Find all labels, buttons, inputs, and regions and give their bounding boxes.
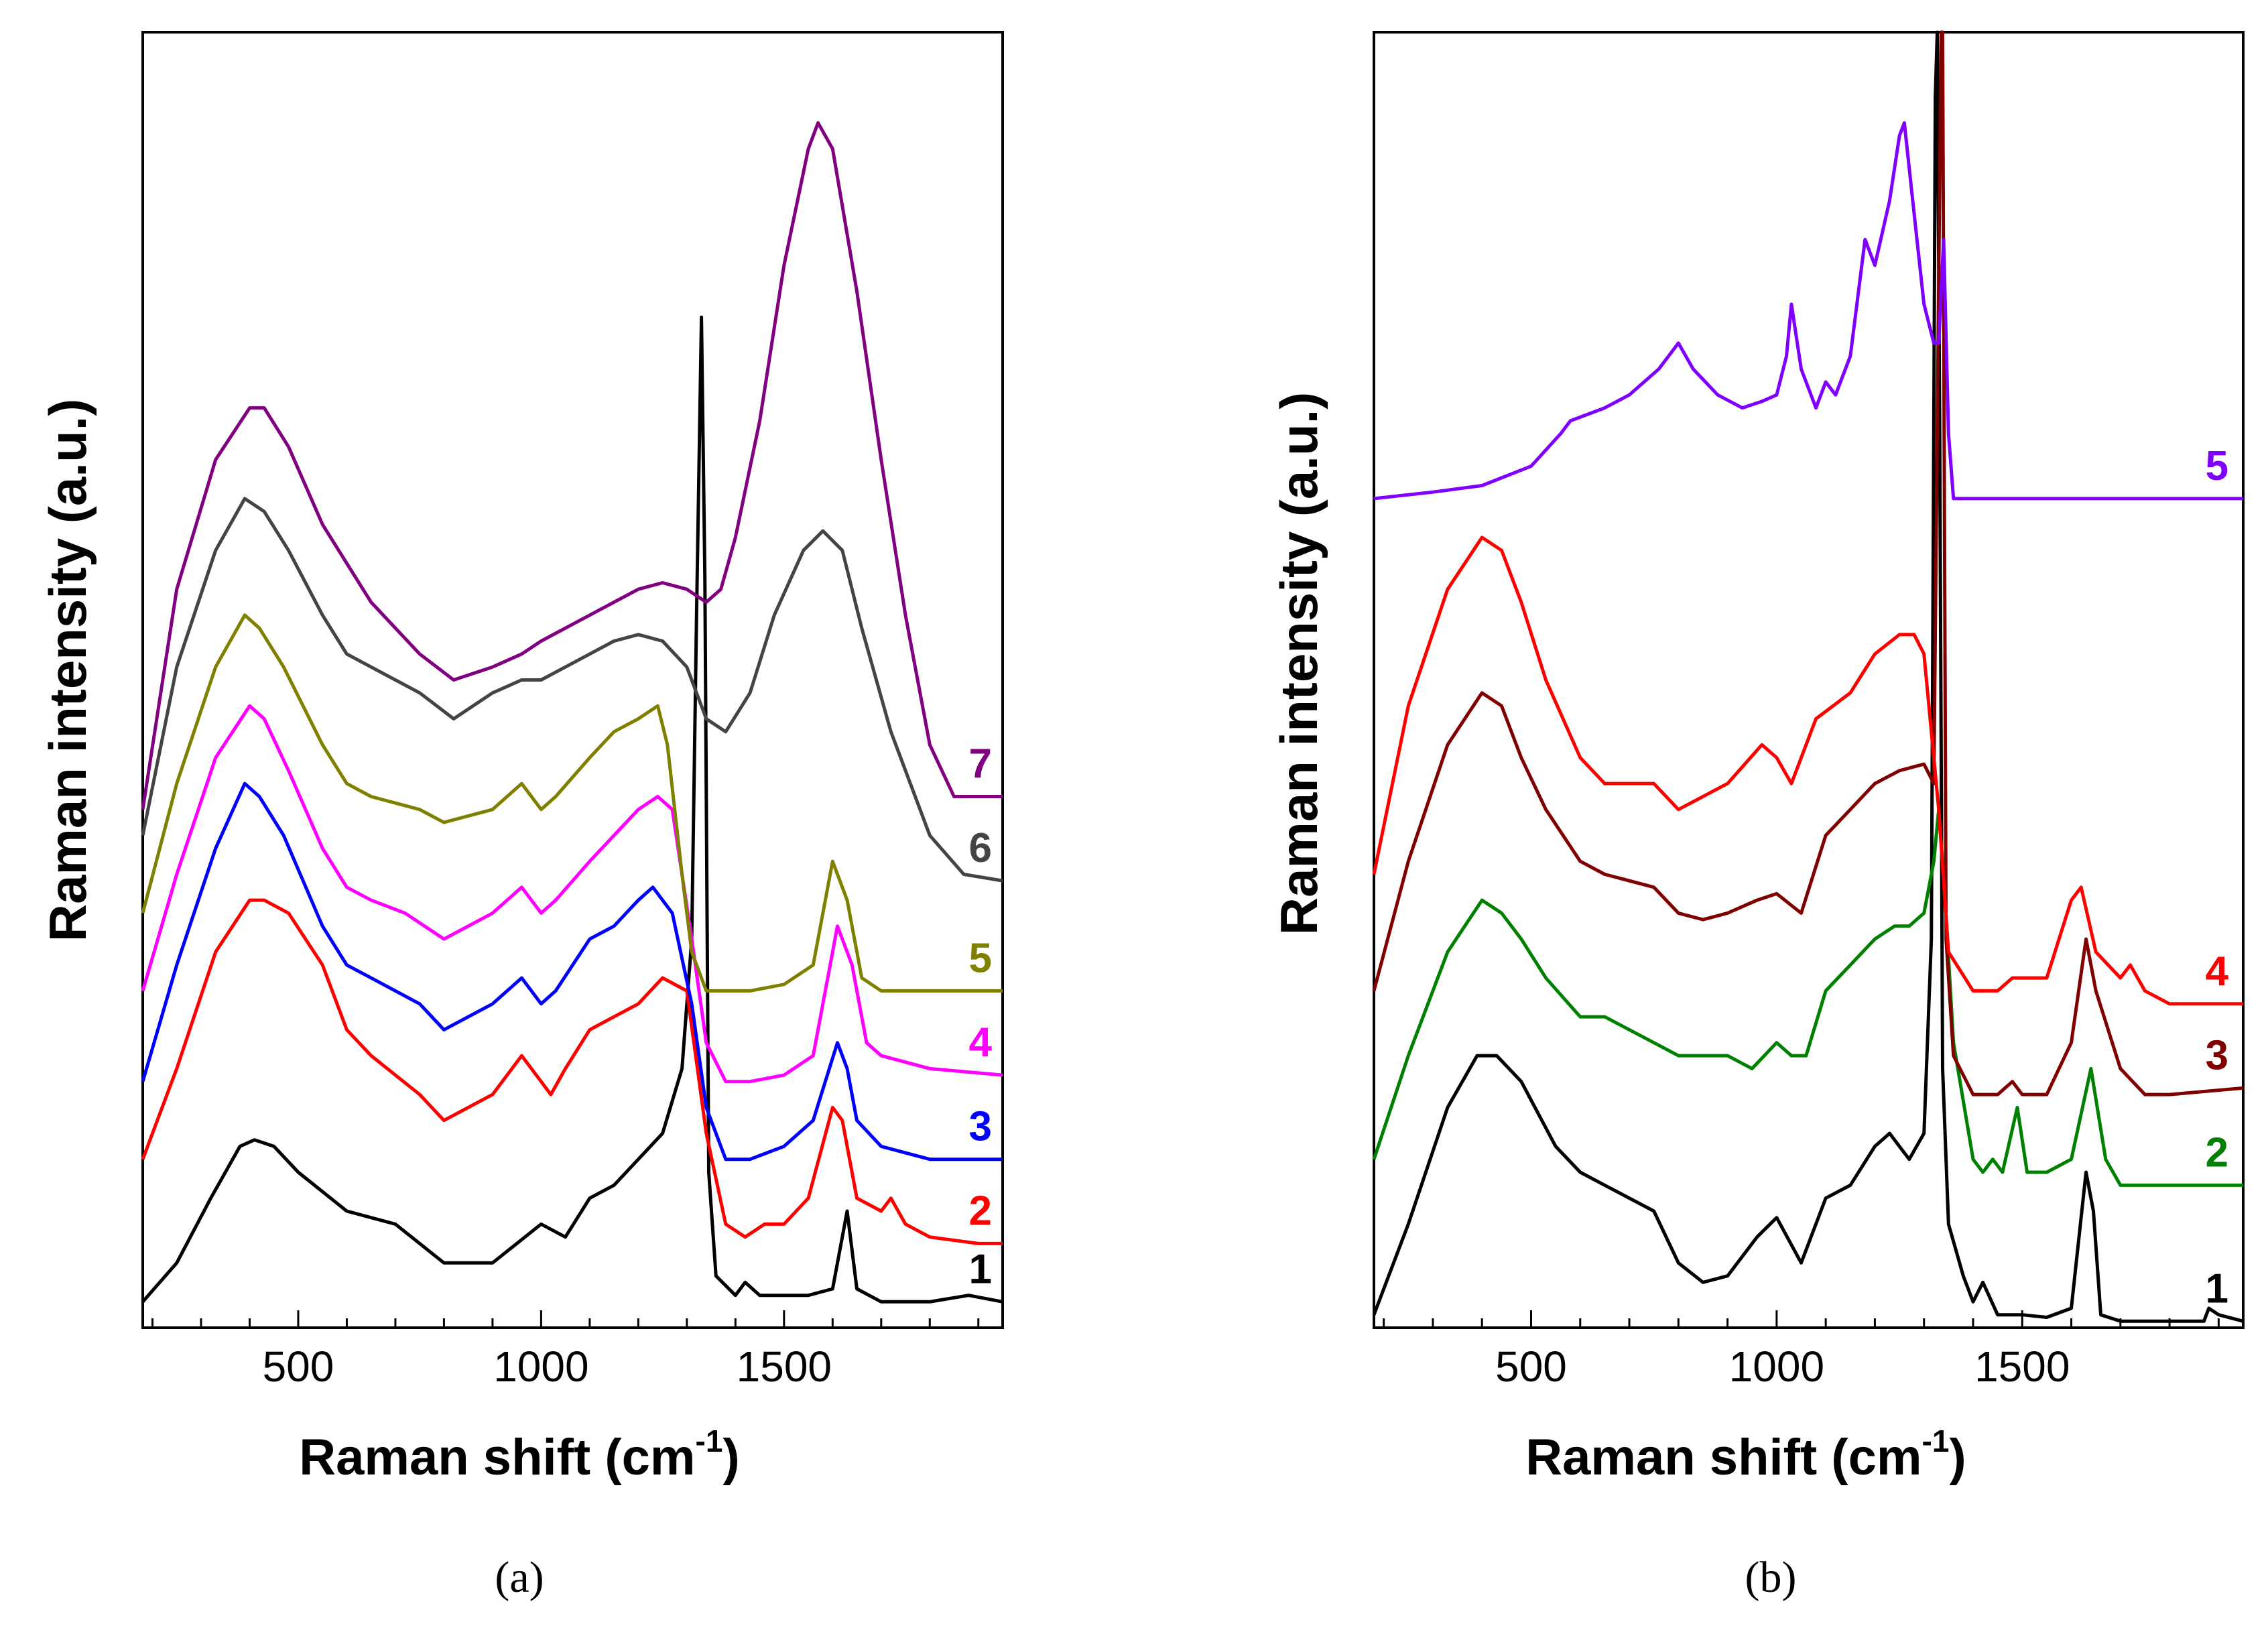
series-label-6: 6	[969, 825, 992, 871]
panel-a-series	[141, 121, 1003, 1304]
series-label-4: 4	[969, 1019, 993, 1066]
panel-b-x-axis-title: Raman shift (cm-1)	[1525, 1424, 1966, 1486]
x-tick-label-500: 500	[1495, 1342, 1567, 1391]
series-line-7	[141, 121, 1003, 810]
x-tick-label-500: 500	[263, 1342, 334, 1391]
series-label-3: 3	[969, 1104, 992, 1150]
series-label-4: 4	[2206, 948, 2229, 995]
series-line-1	[1372, 30, 2244, 1323]
series-line-2	[141, 898, 1003, 1245]
series-line-4	[1372, 536, 2243, 1006]
x-tick-label-1000: 1000	[1729, 1342, 1824, 1391]
series-label-5: 5	[969, 935, 992, 981]
series-label-7: 7	[969, 741, 992, 787]
panel-a-y-axis-title: Raman intensity (a.u.)	[38, 399, 97, 942]
panel-b-series-labels: 1 2 3 4 5	[2206, 443, 2229, 1312]
series-line-3	[1372, 30, 2244, 1096]
series-label-1: 1	[969, 1246, 992, 1292]
series-label-3: 3	[2206, 1032, 2228, 1078]
panel-b-y-axis-title: Raman intensity (a.u.)	[1269, 392, 1328, 935]
panel-b-x-ticks: 500 1000 1500	[1383, 1310, 2220, 1391]
series-label-2: 2	[2206, 1129, 2228, 1176]
x-tick-label-1000: 1000	[493, 1342, 588, 1391]
panel-a-plot-frame	[141, 31, 1004, 1329]
panel-a: 500 1000 1500 1 2 3 4 5 6 7 Raman shift (cm-1) R…	[38, 31, 1004, 1602]
x-tick-label-1500: 1500	[1974, 1342, 2070, 1391]
series-line-5	[141, 613, 1003, 993]
series-label-2: 2	[969, 1188, 992, 1234]
x-tick-label-1500: 1500	[737, 1342, 832, 1391]
series-label-1: 1	[2206, 1265, 2228, 1312]
panel-b-caption: (b)	[1745, 1553, 1797, 1602]
series-line-6	[141, 497, 1003, 883]
panel-b-plot-frame	[1373, 31, 2245, 1329]
series-line-3	[141, 781, 1003, 1162]
panel-a-x-axis-title: Raman shift (cm-1)	[299, 1424, 739, 1486]
series-label-5: 5	[2206, 443, 2228, 489]
series-line-5	[1373, 121, 2243, 501]
series-line-2	[1372, 808, 2243, 1187]
panel-a-series-labels: 1 2 3 4 5 6 7	[969, 741, 993, 1292]
panel-b: 500 1000 1500 1 2 3 4 5 Raman shift (cm-1) Ram…	[1269, 30, 2245, 1602]
panel-b-series	[1372, 30, 2244, 1323]
series-line-1	[141, 315, 1003, 1304]
series-line-4	[141, 704, 1003, 1084]
panel-a-caption: (a)	[495, 1553, 544, 1602]
panel-a-x-ticks: 500 1000 1500	[151, 1310, 980, 1391]
